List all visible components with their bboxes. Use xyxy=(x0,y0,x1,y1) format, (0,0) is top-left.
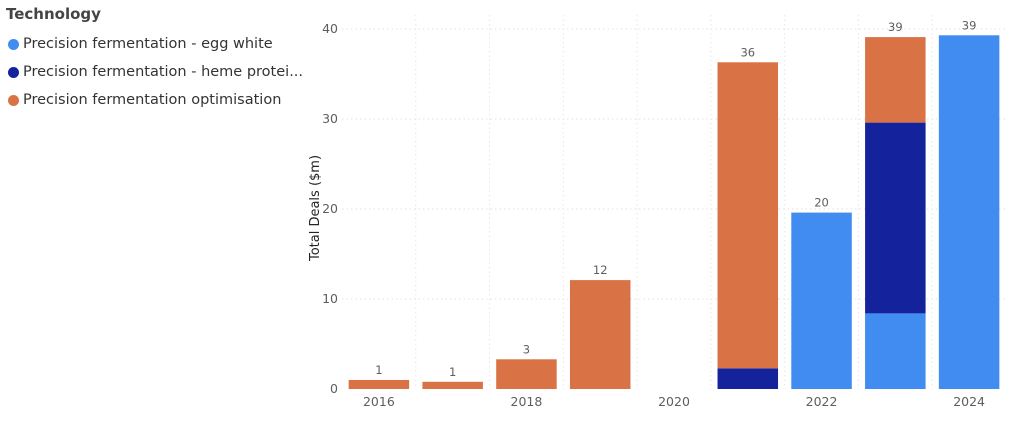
x-axis-ticks: 2016 2018 2020 2022 2024 xyxy=(363,394,985,409)
legend: Technology Precision fermentation - egg … xyxy=(6,4,306,114)
data-label: 39 xyxy=(962,18,977,32)
data-label: 39 xyxy=(888,20,903,34)
y-axis-ticks: 0 10 20 30 40 xyxy=(322,21,338,396)
gridlines xyxy=(342,15,1006,389)
circle-icon xyxy=(8,66,19,78)
data-label: 20 xyxy=(814,196,829,210)
y-tick-label: 40 xyxy=(322,21,338,36)
bar-segment[interactable] xyxy=(717,368,779,389)
y-tick-label: 10 xyxy=(322,291,338,306)
circle-icon xyxy=(8,38,19,50)
y-tick-label: 0 xyxy=(330,381,338,396)
bar-segment[interactable] xyxy=(938,35,1000,390)
bar-segment[interactable] xyxy=(791,212,852,389)
x-tick-label: 2016 xyxy=(363,394,395,409)
bar-segment[interactable] xyxy=(569,280,631,389)
x-tick-label: 2022 xyxy=(806,394,838,409)
x-tick-label: 2020 xyxy=(658,394,690,409)
data-label: 3 xyxy=(523,342,530,356)
data-label: 1 xyxy=(449,365,456,379)
bar-segment[interactable] xyxy=(865,122,926,314)
y-tick-label: 30 xyxy=(322,111,338,126)
legend-item-optimisation[interactable]: Precision fermentation optimisation xyxy=(6,86,306,114)
y-axis-title: Total Deals ($m) xyxy=(308,155,323,262)
bar-segment[interactable] xyxy=(348,380,410,389)
circle-icon xyxy=(8,94,19,106)
data-labels: 1 1 3 12 36 20 39 39 xyxy=(375,18,977,379)
bar-segment[interactable] xyxy=(422,381,483,389)
legend-title: Technology xyxy=(6,5,101,23)
y-tick-label: 20 xyxy=(322,201,338,216)
bar-segment[interactable] xyxy=(865,37,926,123)
bar-segment[interactable] xyxy=(496,359,557,389)
data-label: 12 xyxy=(593,263,608,277)
x-tick-label: 2024 xyxy=(953,394,985,409)
bars xyxy=(348,35,1000,390)
bar-segment[interactable] xyxy=(865,313,926,389)
legend-item-egg-white[interactable]: Precision fermentation - egg white xyxy=(6,30,306,58)
bar-segment[interactable] xyxy=(717,62,779,369)
x-tick-label: 2018 xyxy=(511,394,543,409)
data-label: 1 xyxy=(375,363,382,377)
legend-item-heme-protein[interactable]: Precision fermentation - heme protei... xyxy=(6,58,306,86)
data-label: 36 xyxy=(740,45,755,59)
